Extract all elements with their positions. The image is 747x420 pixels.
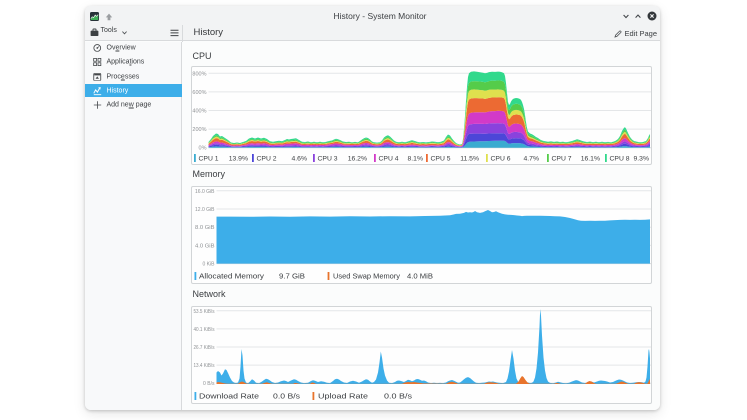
svg-text:400%: 400% [192, 108, 206, 114]
svg-text:Upload Rate: Upload Rate [318, 393, 368, 400]
svg-text:26.7 KiB/s: 26.7 KiB/s [194, 345, 215, 351]
svg-text:4.0 GiB: 4.0 GiB [195, 244, 215, 250]
svg-text:53.5 KiB/s: 53.5 KiB/s [194, 308, 215, 314]
svg-text:0 KiB: 0 KiB [203, 262, 215, 268]
svg-text:800%: 800% [192, 71, 206, 77]
svg-text:Used Swap Memory: Used Swap Memory [333, 274, 401, 281]
svg-text:16.1%: 16.1% [581, 155, 600, 162]
svg-text:CPU 4: CPU 4 [379, 155, 399, 162]
svg-text:0.0 B/s: 0.0 B/s [384, 393, 413, 400]
svg-text:0 B/s: 0 B/s [203, 381, 215, 387]
svg-text:CPU 5: CPU 5 [431, 155, 451, 162]
svg-text:4.6%: 4.6% [292, 155, 308, 162]
svg-text:Allocated Memory: Allocated Memory [199, 274, 265, 281]
svg-text:13.4 KiB/s: 13.4 KiB/s [194, 363, 215, 369]
svg-text:CPU 6: CPU 6 [491, 155, 511, 162]
svg-text:0%: 0% [199, 145, 207, 151]
svg-text:CPU 3: CPU 3 [318, 155, 338, 162]
svg-text:16.2%: 16.2% [348, 155, 367, 162]
svg-text:13.9%: 13.9% [229, 155, 248, 162]
svg-text:16.0 GiB: 16.0 GiB [195, 189, 215, 195]
svg-text:4.7%: 4.7% [524, 155, 540, 162]
svg-text:8.0 GiB: 8.0 GiB [195, 225, 215, 231]
svg-text:40.1 KiB/s: 40.1 KiB/s [194, 326, 215, 332]
svg-text:9.3%: 9.3% [634, 155, 650, 162]
svg-text:11.5%: 11.5% [460, 155, 479, 162]
svg-text:0.0 B/s: 0.0 B/s [273, 393, 301, 400]
svg-text:CPU 8: CPU 8 [610, 155, 630, 162]
svg-text:CPU 2: CPU 2 [257, 155, 277, 162]
svg-text:600%: 600% [192, 89, 206, 95]
svg-text:CPU 7: CPU 7 [552, 155, 572, 162]
svg-text:CPU 1: CPU 1 [199, 155, 219, 162]
svg-text:4.0 MiB: 4.0 MiB [407, 274, 433, 281]
svg-text:9.7 GiB: 9.7 GiB [279, 274, 305, 281]
svg-text:12.0 GiB: 12.0 GiB [195, 207, 215, 213]
svg-text:8.1%: 8.1% [408, 155, 424, 162]
svg-text:Download Rate: Download Rate [199, 393, 259, 400]
svg-text:200%: 200% [192, 127, 206, 133]
